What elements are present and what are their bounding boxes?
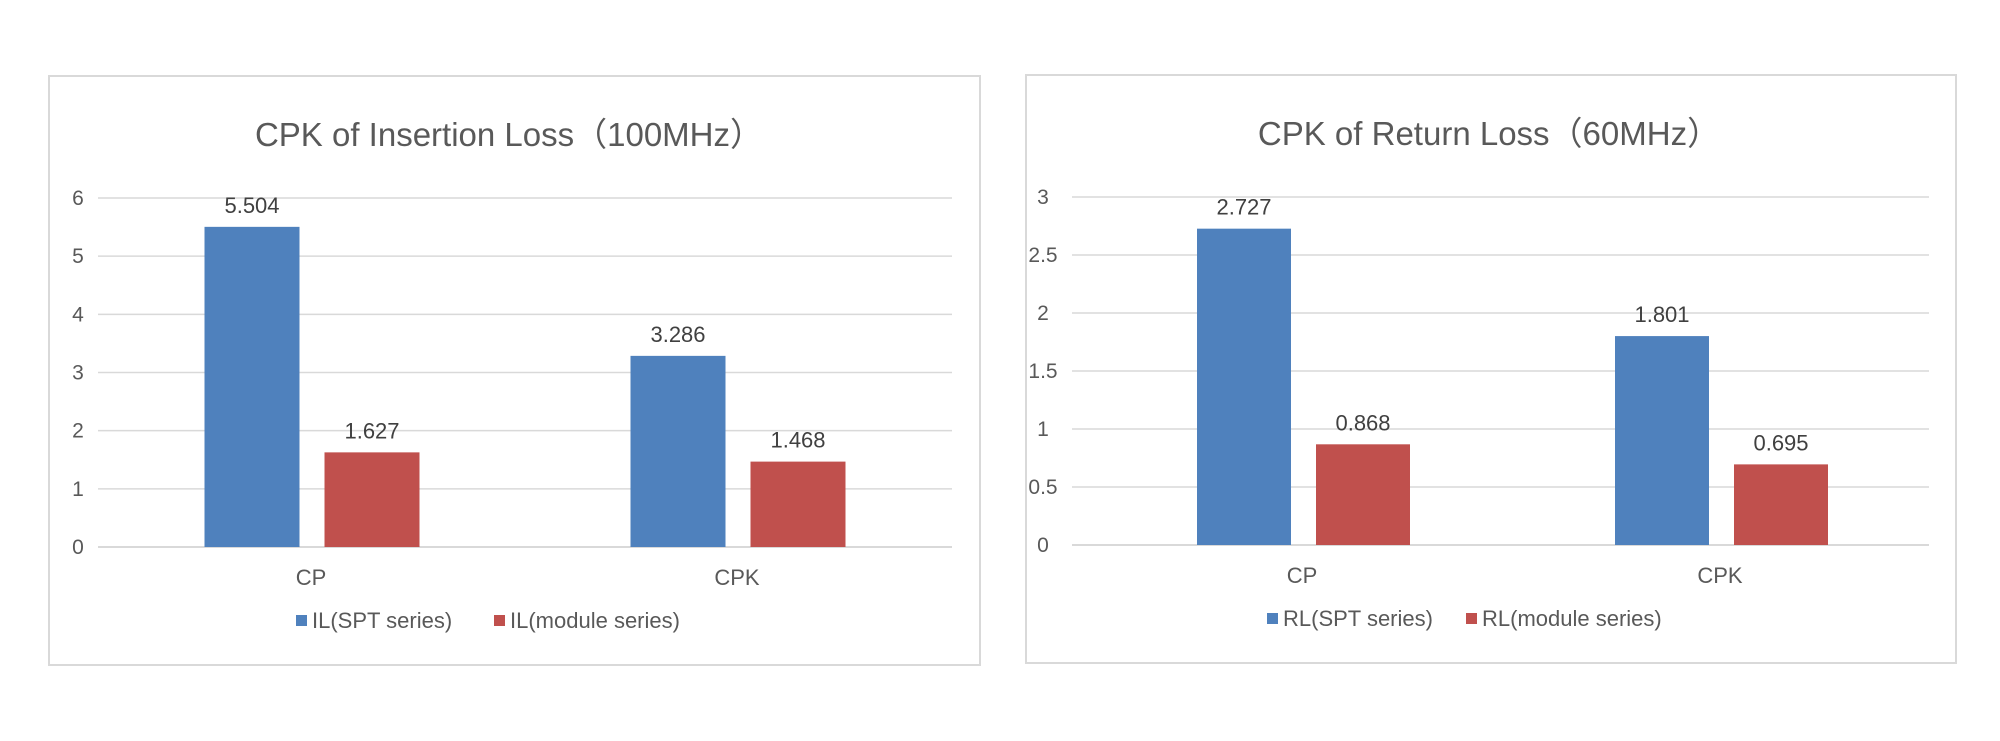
- bar: [1615, 336, 1709, 545]
- legend-label: RL(SPT series): [1283, 606, 1433, 631]
- legend-label: RL(module series): [1482, 606, 1662, 631]
- data-label: 5.504: [224, 193, 279, 218]
- y-tick-label: 6: [72, 187, 84, 210]
- data-label: 3.286: [650, 322, 705, 347]
- legend-swatch: [296, 615, 307, 626]
- y-tick-label: 0.5: [1028, 476, 1057, 499]
- y-tick-label: 5: [72, 245, 84, 268]
- y-tick-label: 1: [1037, 418, 1049, 441]
- bar: [750, 461, 846, 547]
- legend-swatch: [1466, 613, 1477, 624]
- bar: [1734, 464, 1828, 545]
- bar: [1197, 228, 1291, 545]
- bar: [324, 452, 420, 547]
- bar: [1316, 444, 1410, 545]
- y-tick-label: 4: [72, 303, 84, 326]
- legend-swatch: [494, 615, 505, 626]
- data-label: 1.801: [1634, 302, 1689, 327]
- y-tick-label: 0: [72, 536, 84, 559]
- return-loss-chart-svg: CPK of Return Loss（60MHz） 0 0.5 1 1.5 2 2.5 3 2…: [1028, 115, 1929, 631]
- data-label: 0.695: [1753, 430, 1808, 455]
- legend-swatch: [1267, 613, 1278, 624]
- chart-title: CPK of Return Loss（60MHz）: [1258, 115, 1720, 152]
- bar: [630, 355, 726, 547]
- x-category-label: CPK: [714, 565, 760, 590]
- y-tick-label: 3: [1037, 186, 1049, 209]
- chart-panel-insertion-loss: CPK of Insertion Loss（100MHz） 0 1 2 3 4 5 6 5.5…: [48, 75, 981, 666]
- chart-panel-return-loss: CPK of Return Loss（60MHz） 0 0.5 1 1.5 2 2.5 3 2…: [1025, 74, 1957, 664]
- data-label: 1.468: [770, 428, 825, 453]
- y-tick-label: 2: [72, 420, 84, 443]
- legend-label: IL(SPT series): [312, 608, 452, 633]
- y-tick-label: 1.5: [1028, 360, 1057, 383]
- data-label: 1.627: [344, 418, 399, 443]
- x-category-label: CP: [296, 565, 327, 590]
- legend-label: IL(module series): [510, 608, 680, 633]
- insertion-loss-chart-svg: CPK of Insertion Loss（100MHz） 0 1 2 3 4 5 6 5.5…: [72, 116, 952, 633]
- y-tick-label: 0: [1037, 534, 1049, 557]
- y-tick-label: 1: [72, 478, 84, 501]
- data-label: 0.868: [1335, 410, 1390, 435]
- bar: [204, 226, 300, 548]
- y-tick-label: 2.5: [1028, 244, 1057, 267]
- y-tick-label: 3: [72, 362, 84, 385]
- x-category-label: CPK: [1697, 563, 1743, 588]
- y-tick-label: 2: [1037, 302, 1049, 325]
- x-category-label: CP: [1287, 563, 1318, 588]
- data-label: 2.727: [1216, 195, 1271, 220]
- chart-title: CPK of Insertion Loss（100MHz）: [255, 116, 763, 153]
